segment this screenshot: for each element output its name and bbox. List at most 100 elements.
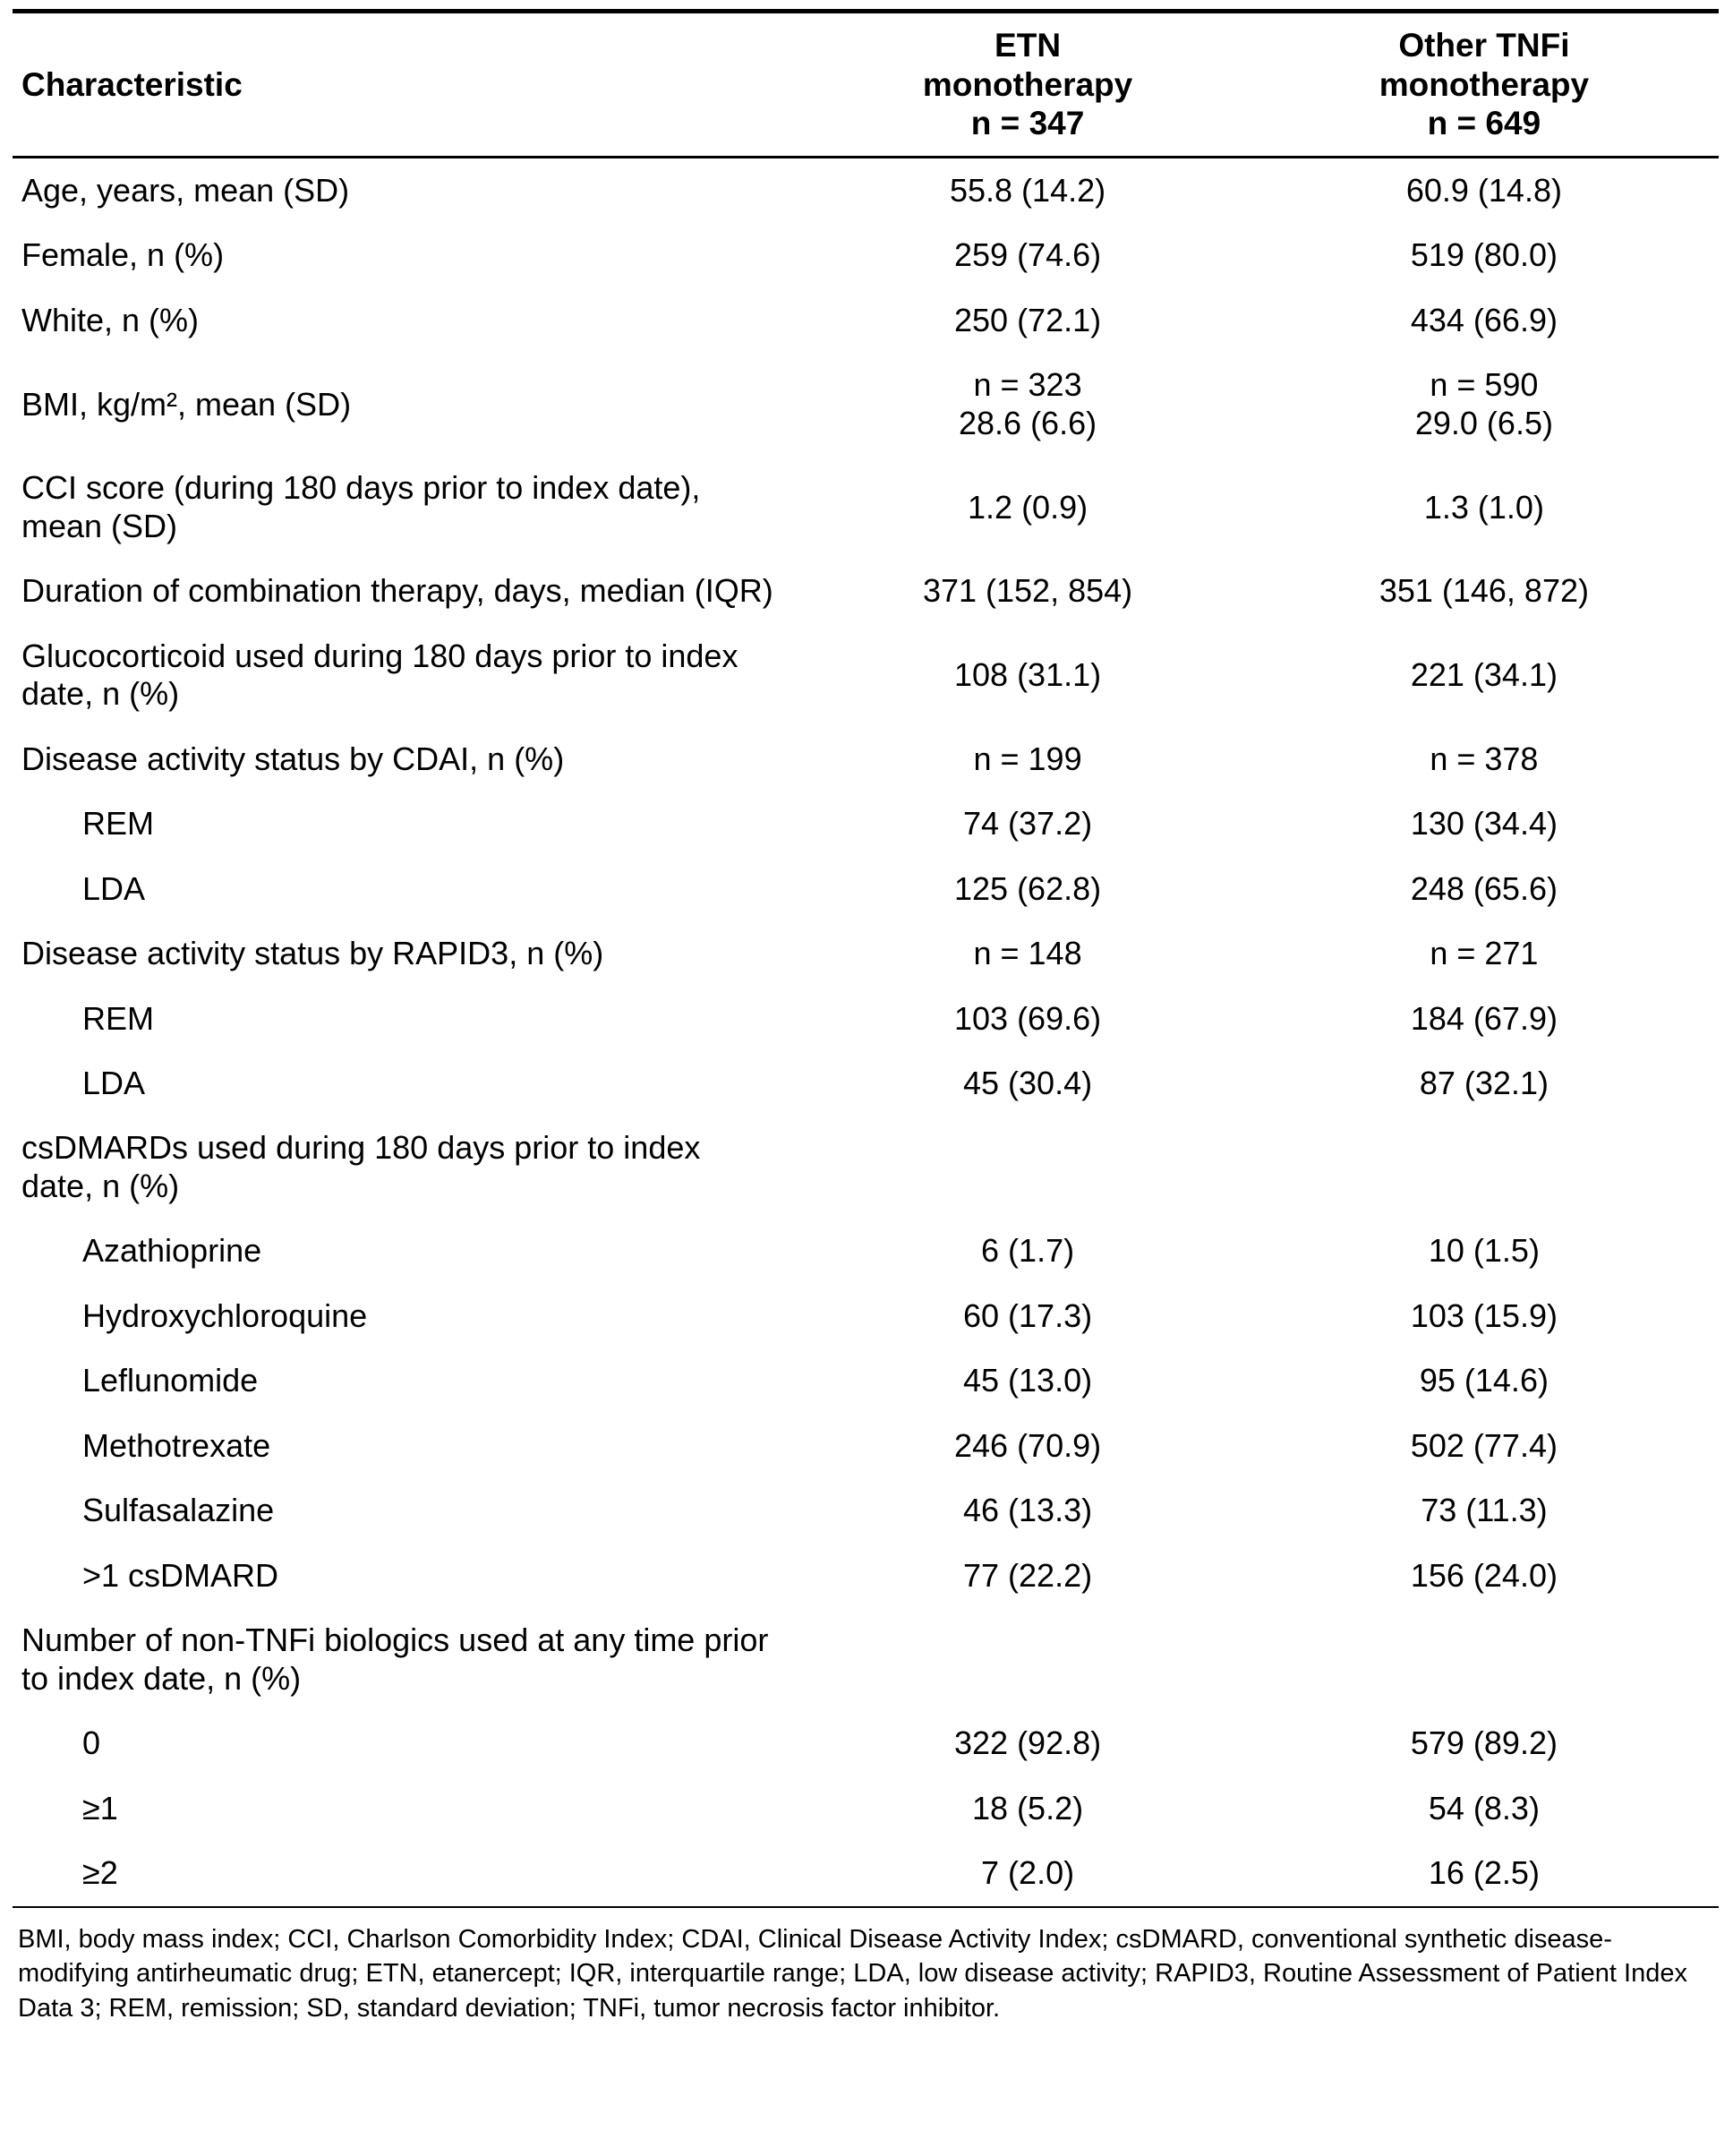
- characteristic-cell: Sulfasalazine: [82, 1492, 275, 1529]
- etn-value-cell: 125 (62.8): [954, 869, 1102, 907]
- header-row: Characteristic ETN monotherapy n = 347 O…: [13, 11, 1719, 158]
- etn-value-cell: 103 (69.6): [954, 999, 1102, 1037]
- other-tnfi-value-cell: 1.3 (1.0): [1423, 488, 1544, 526]
- other-tnfi-value-cell: n = 378: [1430, 740, 1539, 777]
- other-tnfi-value-cell: 60.9 (14.8): [1405, 171, 1562, 209]
- other-tnfi-value-cell: 87 (32.1): [1419, 1065, 1549, 1101]
- table-row: White, n (%) 250 (72.1) 434 (66.9): [13, 288, 1719, 353]
- table-row: Disease activity status by RAPID3, n (%)…: [13, 921, 1719, 986]
- table-row: Female, n (%) 259 (74.6) 519 (80.0): [13, 223, 1719, 287]
- characteristic-cell: Duration of combination therapy, days, m…: [21, 572, 773, 610]
- other-tnfi-value-cell: n = 590 29.0 (6.5): [1414, 366, 1553, 441]
- table-row: Age, years, mean (SD) 55.8 (14.2) 60.9 (14…: [13, 157, 1719, 223]
- characteristic-cell: Female, n (%): [21, 236, 225, 274]
- table-row: Number of non-TNFi biologics used at any…: [13, 1608, 1719, 1711]
- other-tnfi-value-cell: [1250, 1608, 1719, 1711]
- other-tnfi-value-cell: 73 (11.3): [1421, 1492, 1548, 1529]
- other-tnfi-value-cell: 130 (34.4): [1410, 805, 1558, 843]
- other-tnfi-value-cell: n = 271: [1430, 935, 1539, 972]
- characteristic-cell: >1 csDMARD: [82, 1556, 279, 1594]
- column-header-characteristic: Characteristic: [13, 11, 807, 158]
- other-tnfi-value-cell: [1250, 1116, 1719, 1219]
- characteristic-cell: Glucocorticoid used during 180 days prio…: [21, 637, 738, 713]
- characteristic-cell: ≥1: [82, 1789, 118, 1827]
- table-footnote-abbreviations: BMI, body mass index; CCI, Charlson Como…: [18, 1924, 1687, 2023]
- other-tnfi-value-cell: 156 (24.0): [1410, 1556, 1558, 1594]
- etn-value-cell: 45 (13.0): [963, 1362, 1093, 1399]
- etn-value-cell: 246 (70.9): [954, 1426, 1102, 1464]
- characteristic-cell: Methotrexate: [82, 1426, 271, 1464]
- characteristic-cell: White, n (%): [21, 301, 200, 338]
- other-tnfi-value-cell: 579 (89.2): [1410, 1724, 1558, 1762]
- table-row: Methotrexate 246 (70.9) 502 (77.4): [13, 1414, 1719, 1478]
- table-row: ≥1 18 (5.2) 54 (8.3): [13, 1776, 1719, 1841]
- etn-value-cell: n = 323 28.6 (6.6): [959, 366, 1097, 441]
- characteristic-cell: Leflunomide: [82, 1362, 259, 1399]
- table-row: Glucocorticoid used during 180 days prio…: [13, 624, 1719, 727]
- table-row: 0 322 (92.8) 579 (89.2): [13, 1711, 1719, 1775]
- table-row: Azathioprine 6 (1.7) 10 (1.5): [13, 1219, 1719, 1283]
- characteristic-cell: LDA: [82, 1065, 146, 1101]
- etn-value-cell: n = 199: [973, 740, 1082, 777]
- other-tnfi-value-cell: 103 (15.9): [1410, 1296, 1558, 1334]
- table-row: csDMARDs used during 180 days prior to i…: [13, 1116, 1719, 1219]
- other-tnfi-value-cell: 10 (1.5): [1428, 1232, 1540, 1270]
- characteristic-cell: Azathioprine: [82, 1232, 262, 1270]
- other-tnfi-value-cell: 502 (77.4): [1410, 1426, 1558, 1464]
- table-row: Duration of combination therapy, days, m…: [13, 559, 1719, 623]
- other-tnfi-value-cell: 519 (80.0): [1410, 236, 1558, 274]
- etn-value-cell: 60 (17.3): [963, 1296, 1093, 1334]
- other-tnfi-value-cell: 54 (8.3): [1428, 1789, 1540, 1827]
- column-header-other-tnfi-monotherapy: Other TNFi monotherapy n = 649: [1249, 11, 1719, 158]
- etn-value-cell: [806, 1116, 1250, 1219]
- table-header: Characteristic ETN monotherapy n = 347 O…: [13, 11, 1719, 158]
- characteristic-cell: 0: [82, 1724, 101, 1762]
- table-row: REM 103 (69.6) 184 (67.9): [13, 987, 1719, 1051]
- etn-value-cell: 371 (152, 854): [922, 572, 1133, 610]
- etn-value-cell: 250 (72.1): [954, 301, 1102, 338]
- characteristic-cell: csDMARDs used during 180 days prior to i…: [21, 1129, 701, 1204]
- characteristic-cell: REM: [82, 999, 154, 1037]
- table-body: Age, years, mean (SD) 55.8 (14.2) 60.9 (14…: [13, 157, 1719, 1906]
- other-tnfi-value-cell: 434 (66.9): [1410, 301, 1558, 338]
- table-row: ≥2 7 (2.0) 16 (2.5): [13, 1841, 1719, 1906]
- baseline-characteristics-table: Characteristic ETN monotherapy n = 347 O…: [13, 9, 1719, 1908]
- characteristic-cell: LDA: [82, 869, 146, 907]
- table-row: BMI, kg/m², mean (SD) n = 323 28.6 (6.6) n…: [13, 353, 1719, 456]
- characteristic-cell: ≥2: [82, 1854, 118, 1892]
- etn-value-cell: 7 (2.0): [981, 1854, 1075, 1892]
- etn-value-cell: 259 (74.6): [954, 236, 1102, 274]
- etn-value-cell: 45 (30.4): [963, 1065, 1093, 1101]
- table-row: Sulfasalazine 46 (13.3) 73 (11.3): [13, 1478, 1719, 1543]
- etn-value-cell: 18 (5.2): [972, 1789, 1084, 1827]
- other-tnfi-value-cell: 248 (65.6): [1410, 869, 1558, 907]
- characteristic-cell: REM: [82, 805, 154, 843]
- characteristic-cell: Number of non-TNFi biologics used at any…: [21, 1621, 769, 1697]
- characteristic-cell: Disease activity status by RAPID3, n (%): [21, 935, 604, 972]
- table-row: CCI score (during 180 days prior to inde…: [13, 456, 1719, 559]
- other-tnfi-value-cell: 184 (67.9): [1410, 999, 1558, 1037]
- characteristic-cell: Disease activity status by CDAI, n (%): [21, 740, 565, 777]
- etn-value-cell: 55.8 (14.2): [949, 171, 1106, 209]
- table-row: >1 csDMARD 77 (22.2) 156 (24.0): [13, 1544, 1719, 1608]
- table-row: REM 74 (37.2) 130 (34.4): [13, 791, 1719, 856]
- characteristic-cell: CCI score (during 180 days prior to inde…: [21, 469, 701, 544]
- column-header-etn-monotherapy: ETN monotherapy n = 347: [806, 11, 1250, 158]
- page: Characteristic ETN monotherapy n = 347 O…: [13, 9, 1719, 2023]
- etn-value-cell: 46 (13.3): [963, 1492, 1093, 1529]
- etn-value-cell: [806, 1608, 1250, 1711]
- table-row: Hydroxychloroquine 60 (17.3) 103 (15.9): [13, 1284, 1719, 1348]
- other-tnfi-value-cell: 351 (146, 872): [1379, 572, 1589, 610]
- etn-value-cell: 6 (1.7): [981, 1232, 1075, 1270]
- etn-value-cell: 1.2 (0.9): [968, 488, 1088, 526]
- etn-value-cell: 77 (22.2): [963, 1556, 1093, 1594]
- etn-value-cell: 74 (37.2): [963, 805, 1093, 843]
- etn-value-cell: 322 (92.8): [954, 1724, 1102, 1762]
- other-tnfi-value-cell: 16 (2.5): [1428, 1854, 1540, 1892]
- characteristic-cell: Age, years, mean (SD): [21, 171, 350, 209]
- table-row: Disease activity status by CDAI, n (%) n …: [13, 727, 1719, 791]
- other-tnfi-value-cell: 95 (14.6): [1419, 1362, 1549, 1399]
- characteristic-cell: Hydroxychloroquine: [82, 1296, 368, 1334]
- table-row: LDA 45 (30.4) 87 (32.1): [13, 1051, 1719, 1116]
- table-row: Leflunomide 45 (13.0) 95 (14.6): [13, 1348, 1719, 1413]
